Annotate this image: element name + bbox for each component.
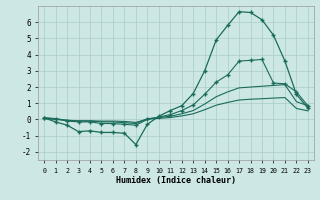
X-axis label: Humidex (Indice chaleur): Humidex (Indice chaleur) xyxy=(116,176,236,185)
